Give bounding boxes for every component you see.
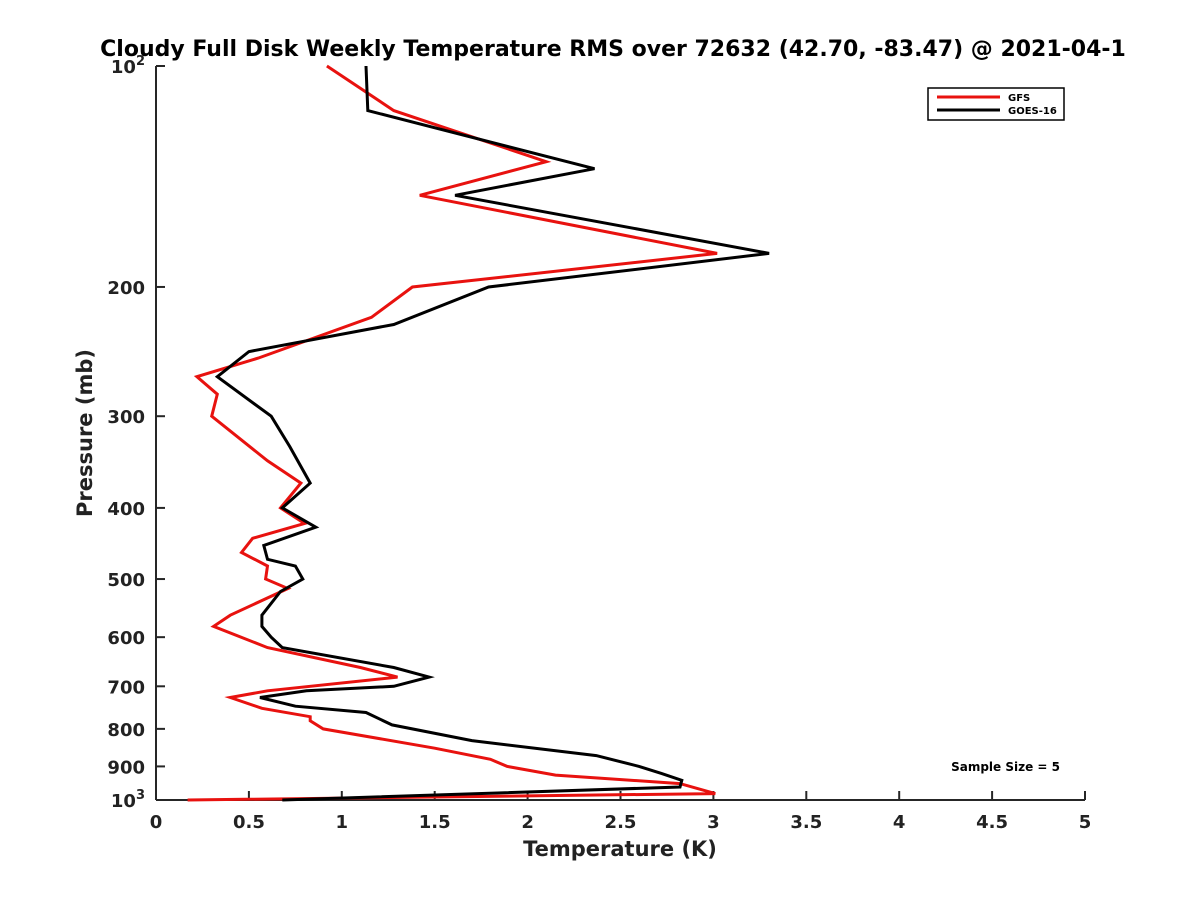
axes: 0 0.5 1 1.5 2 2.5 3 3.5 4 4.5 51022003004005006007… (107, 54, 1091, 833)
x-tick-label: 0 (150, 812, 163, 833)
x-tick-label: 4.5 (976, 812, 1008, 833)
x-tick-label: 3 (707, 812, 720, 833)
x-tick-label: 2.5 (605, 812, 637, 833)
x-tick-label: 1 (336, 812, 349, 833)
x-tick-label: 0.5 (233, 812, 265, 833)
y-tick-label: 200 (107, 278, 145, 299)
x-tick-label: 1.5 (419, 812, 451, 833)
x-axis-label: Temperature (K) (523, 837, 717, 861)
x-tick-label: 2 (521, 812, 534, 833)
legend-label: GOES-16 (1008, 106, 1057, 117)
x-tick-label: 5 (1079, 812, 1092, 833)
y-tick-label: 900 (107, 757, 145, 778)
y-axis-label: Pressure (mb) (73, 349, 97, 517)
y-tick-label: 300 (107, 407, 145, 428)
series-layer (187, 64, 770, 802)
x-tick-label: 4 (893, 812, 906, 833)
series-line-goes-16 (214, 65, 770, 802)
x-tick-label: 3.5 (790, 812, 822, 833)
sample-size-annotation: Sample Size = 5 (951, 760, 1060, 774)
y-tick-label: 600 (107, 628, 145, 649)
legend: GFS GOES-16 (927, 87, 1065, 121)
legend-label: GFS (1008, 93, 1030, 104)
series-line-gfs (187, 64, 718, 802)
legend-box (927, 87, 1065, 121)
y-tick-label: 500 (107, 570, 145, 591)
y-tick-label: 800 (107, 720, 145, 741)
y-tick-label: 400 (107, 499, 145, 520)
y-tick-label: 700 (107, 677, 145, 698)
chart-title: Cloudy Full Disk Weekly Temperature RMS … (100, 37, 1126, 62)
